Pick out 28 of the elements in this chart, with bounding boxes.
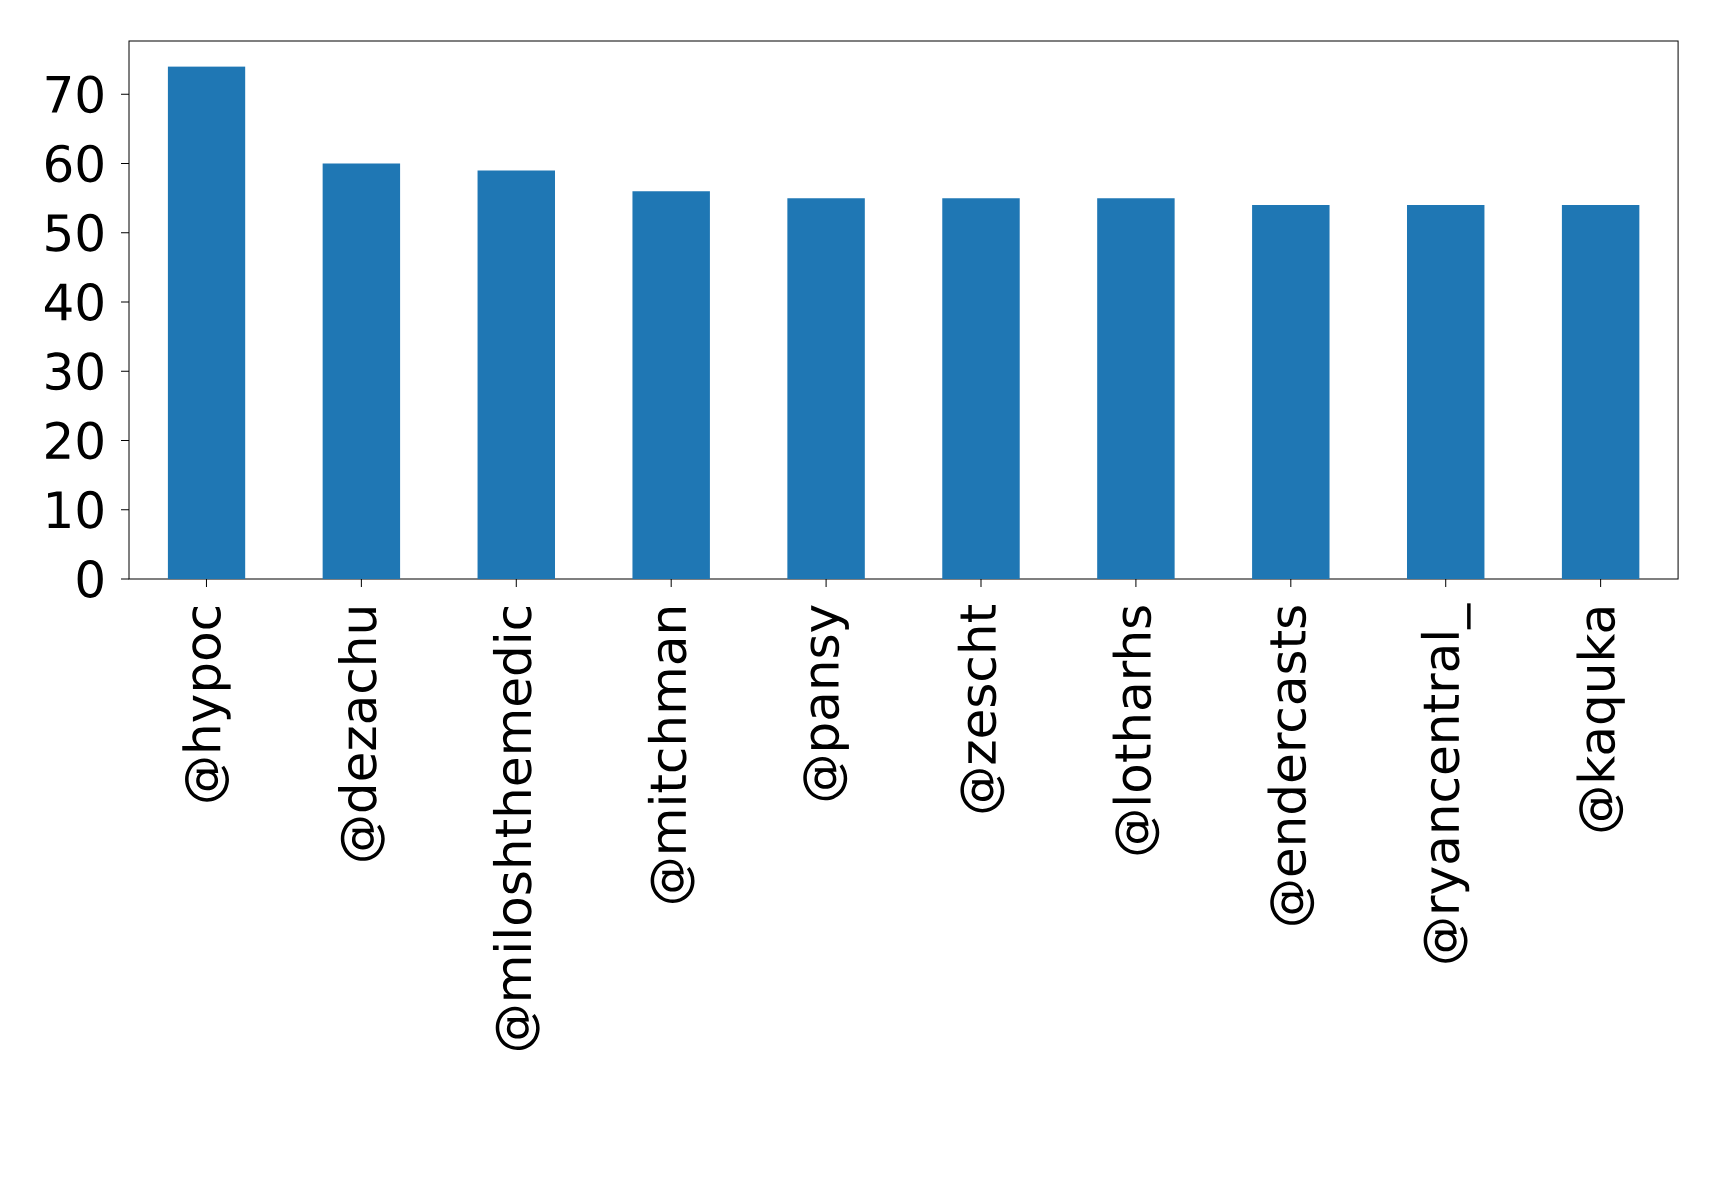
y-tick-label: 70 <box>46 75 103 114</box>
y-tick-label: 60 <box>46 144 103 183</box>
y-tick-label: 50 <box>46 213 103 252</box>
bar <box>477 170 556 579</box>
bar <box>632 191 710 579</box>
y-tick-label: 10 <box>48 490 103 529</box>
x-tick-label: @zescht <box>957 605 1005 813</box>
y-tick-label: 0 <box>77 560 103 598</box>
y-tick-label: 20 <box>46 421 103 460</box>
bar <box>167 66 246 579</box>
x-tick-label: @pansy <box>803 605 849 801</box>
x-tick-label: @ryancentral_ <box>1420 603 1471 963</box>
bar <box>1252 205 1330 579</box>
x-tick-label: @lotharhs <box>1112 606 1160 855</box>
bar <box>1407 205 1485 579</box>
bar <box>942 198 1020 579</box>
bar <box>1097 198 1175 579</box>
x-tick-label: @miloshthemedic <box>492 606 540 1051</box>
bar <box>787 198 865 579</box>
bar <box>322 163 401 579</box>
y-tick-label: 30 <box>46 352 103 391</box>
x-tick-label: @mitchman <box>647 608 695 903</box>
y-tick-label: 40 <box>44 283 103 321</box>
x-tick-label: @endercasts <box>1267 606 1315 925</box>
bar <box>1561 205 1640 579</box>
x-tick-label: @dezachu <box>338 608 385 861</box>
x-tick-label: @hypoc <box>182 606 231 802</box>
x-tick-label: @kaquka <box>1576 608 1625 832</box>
